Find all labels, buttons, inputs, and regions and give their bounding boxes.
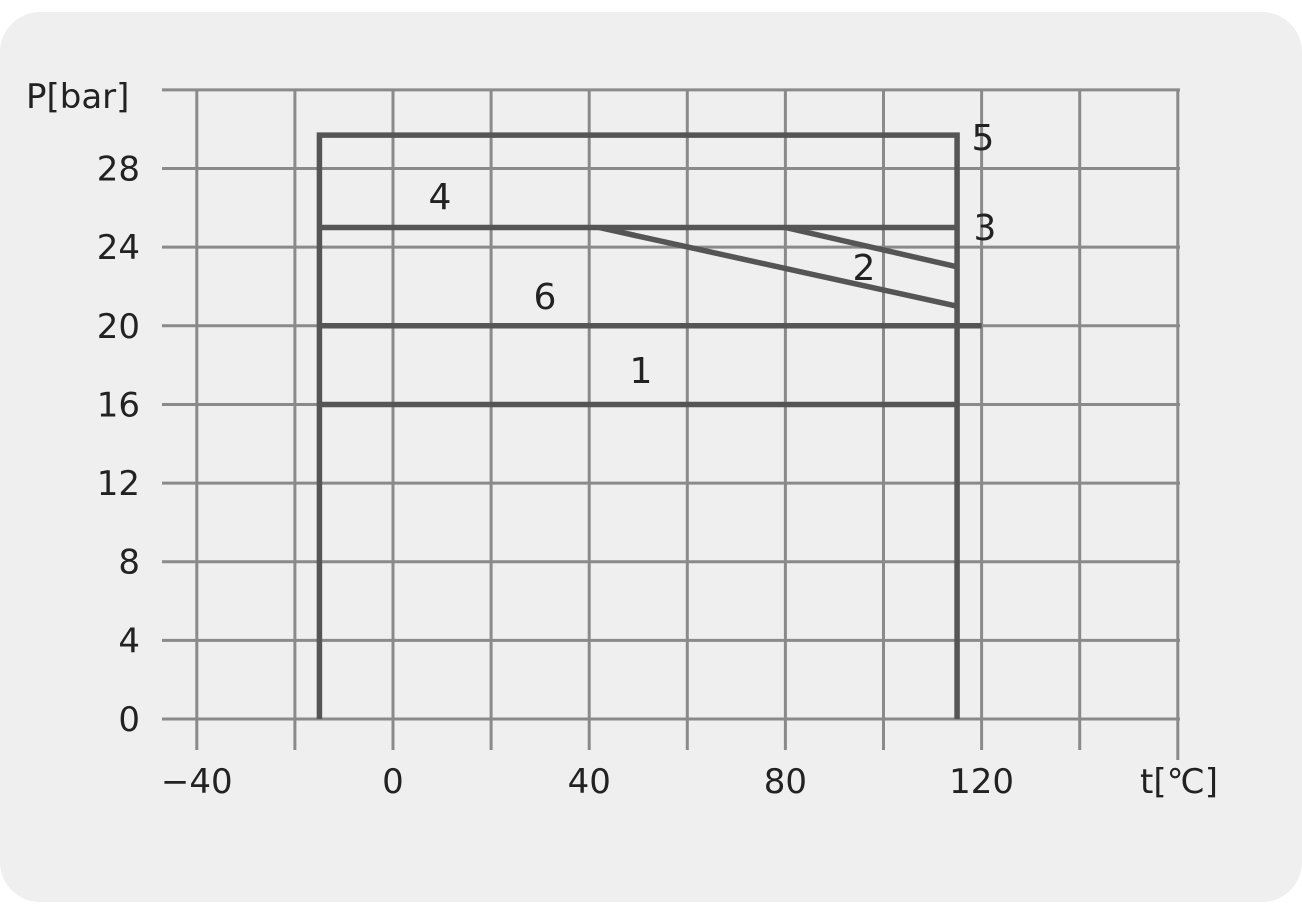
y-tick-label: 0 xyxy=(118,700,140,740)
x-tick-label: −40 xyxy=(161,762,233,802)
x-tick-label: 0 xyxy=(382,762,404,802)
y-tick-label: 24 xyxy=(97,228,140,268)
annotations: 4 6 1 2 3 5 xyxy=(429,118,997,392)
x-tick-label: 80 xyxy=(764,762,807,802)
x-axis-label: t[℃] xyxy=(1140,762,1218,802)
y-tick-label: 12 xyxy=(97,464,140,504)
y-tick-label: 4 xyxy=(118,621,140,661)
y-tick-label: 16 xyxy=(97,385,140,425)
annotation-6: 6 xyxy=(534,277,557,318)
series-line-5 xyxy=(316,132,960,719)
y-tick-label: 28 xyxy=(97,150,140,190)
y-tick-label: 8 xyxy=(118,543,140,583)
x-tick-label: 120 xyxy=(949,762,1014,802)
annotation-1: 1 xyxy=(630,351,653,392)
series-line-3-derating xyxy=(784,224,958,270)
annotation-2: 2 xyxy=(853,248,876,289)
grid xyxy=(162,88,1180,760)
chart-card xyxy=(0,12,1302,902)
x-tick-label: 40 xyxy=(568,762,611,802)
annotation-5: 5 xyxy=(972,118,995,159)
annotation-3: 3 xyxy=(974,208,997,249)
y-tick-label: 20 xyxy=(97,307,140,347)
series-line-2 xyxy=(598,224,958,309)
annotation-4: 4 xyxy=(429,177,452,218)
series-lines xyxy=(316,132,982,719)
y-axis-label: P[bar] xyxy=(26,77,129,117)
